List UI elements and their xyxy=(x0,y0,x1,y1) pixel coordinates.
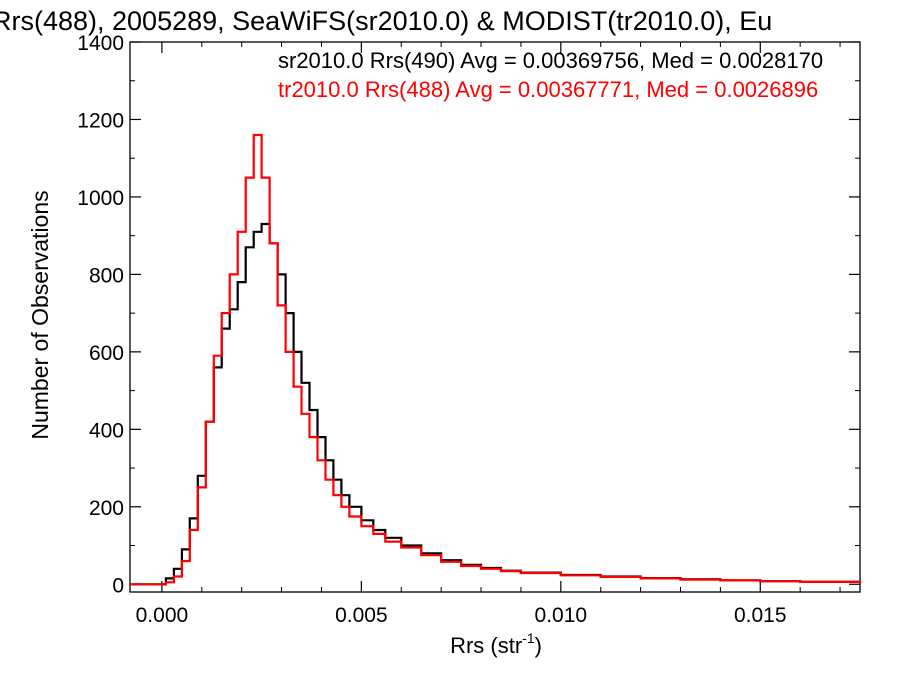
x-axis-ticks: 0.000 0.005 0.010 0.015 xyxy=(136,42,841,627)
y-tick-label: 0 xyxy=(112,574,124,597)
chart-title: Rrs(488), 2005289, SeaWiFS(sr2010.0) & M… xyxy=(0,6,772,36)
legend-entry-red: tr2010.0 Rrs(488) Avg = 0.00367771, Med … xyxy=(278,77,818,102)
y-tick-label: 1000 xyxy=(77,187,124,210)
plot-frame xyxy=(129,41,861,593)
x-tick-label: 0.010 xyxy=(535,604,588,627)
x-tick-label: 0.015 xyxy=(734,604,787,627)
x-axis-label-main: Rrs (str xyxy=(450,633,522,658)
x-axis-label: Rrs (str-1) xyxy=(450,630,542,658)
y-axis-label: Number of Observations xyxy=(27,190,53,439)
plot-border xyxy=(129,41,861,593)
y-axis-ticks: 0 200 400 600 800 1000 1200 1400 xyxy=(77,32,860,597)
series-layer xyxy=(130,133,862,586)
y-tick-label: 800 xyxy=(89,264,124,287)
series-red-histogram xyxy=(130,133,862,586)
y-tick-label: 200 xyxy=(89,497,124,520)
x-axis-label-close: ) xyxy=(535,633,542,658)
x-tick-label: 0.005 xyxy=(335,604,388,627)
y-tick-label: 1200 xyxy=(77,109,124,132)
legend-entry-black: sr2010.0 Rrs(490) Avg = 0.00369756, Med … xyxy=(278,48,823,73)
x-tick-label: 0.000 xyxy=(136,604,189,627)
y-tick-label: 400 xyxy=(89,419,124,442)
series-black-histogram xyxy=(130,222,862,586)
y-tick-label: 600 xyxy=(89,342,124,365)
x-axis-label-sup: -1 xyxy=(522,630,535,646)
y-tick-label: 1400 xyxy=(77,32,124,55)
